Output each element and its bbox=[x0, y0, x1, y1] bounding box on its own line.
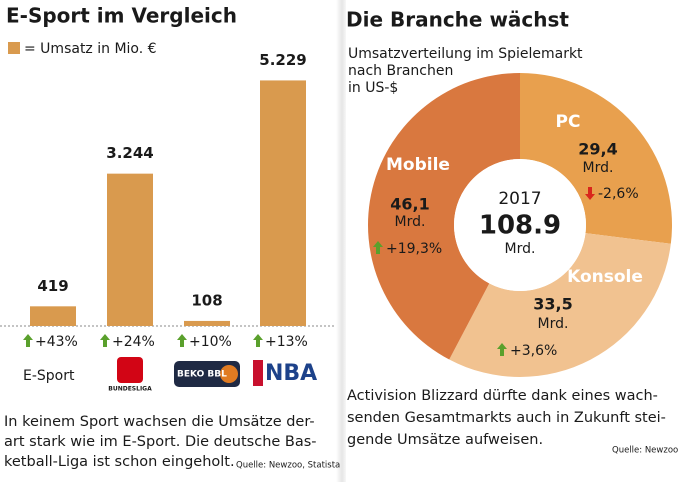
segment-value: 46,1 bbox=[390, 195, 429, 214]
donut-segment bbox=[520, 73, 672, 244]
change-label: +3,6% bbox=[510, 343, 557, 359]
change-label: +10% bbox=[189, 334, 232, 350]
segment-unit: Mrd. bbox=[538, 316, 569, 332]
legend-label: = Umsatz in Mio. € bbox=[24, 41, 157, 57]
center-year: 2017 bbox=[498, 189, 541, 209]
note-line: In keinem Sport wachsen die Umsätze der- bbox=[4, 414, 315, 430]
donut-segment bbox=[368, 73, 520, 360]
center-total: 108.9 bbox=[479, 211, 561, 241]
value-label: 5.229 bbox=[259, 51, 306, 69]
note-line: senden Gesamtmarkts auch in Zukunft stei… bbox=[347, 410, 666, 426]
bar bbox=[30, 306, 76, 326]
subtitle-line: in US-$ bbox=[348, 80, 398, 96]
change-label: +13% bbox=[265, 334, 308, 350]
logo bbox=[117, 357, 143, 383]
logo bbox=[253, 360, 263, 386]
chart-title: Die Branche wächst bbox=[346, 8, 569, 32]
change-label: +19,3% bbox=[386, 241, 442, 257]
arrow-up bbox=[177, 334, 187, 347]
source: Quelle: Newzoo bbox=[612, 446, 678, 456]
note-line: art stark wie im E-Sport. Die deutsche B… bbox=[4, 434, 317, 450]
chart-title: E-Sport im Vergleich bbox=[6, 4, 237, 28]
change-label: -2,6% bbox=[598, 186, 639, 202]
segment-unit: Mrd. bbox=[583, 160, 614, 176]
arrow-down bbox=[585, 187, 595, 200]
segment-name: PC bbox=[556, 112, 581, 132]
logo bbox=[220, 365, 238, 383]
change-label: +43% bbox=[35, 334, 78, 350]
bar bbox=[260, 80, 306, 326]
arrow-up bbox=[100, 334, 110, 347]
center-unit: Mrd. bbox=[505, 241, 536, 257]
category-label: BEKO BBL bbox=[177, 370, 227, 380]
value-label: 108 bbox=[191, 291, 222, 309]
divider bbox=[336, 0, 346, 482]
segment-value: 33,5 bbox=[533, 295, 572, 314]
source: Quelle: Newzoo, Statista bbox=[236, 461, 340, 471]
note-line: Activision Blizzard dürfte dank eines wa… bbox=[347, 388, 658, 404]
subtitle-line: nach Branchen bbox=[348, 63, 453, 79]
arrow-up bbox=[253, 334, 263, 347]
value-label: 419 bbox=[37, 277, 68, 295]
segment-name: Konsole bbox=[567, 267, 643, 287]
subtitle-line: Umsatzverteilung im Spielemarkt bbox=[348, 46, 583, 62]
arrow-up bbox=[23, 334, 33, 347]
donut-hole bbox=[454, 159, 586, 291]
category-label: BUNDESLIGA bbox=[108, 386, 152, 393]
note-line: ketball-Liga ist schon eingeholt. bbox=[4, 454, 235, 470]
note-line: gende Umsätze aufweisen. bbox=[347, 432, 543, 448]
legend-swatch bbox=[8, 42, 20, 54]
segment-unit: Mrd. bbox=[395, 214, 426, 230]
change-label: +24% bbox=[112, 334, 155, 350]
donut-segment bbox=[449, 233, 671, 377]
arrow-up bbox=[497, 343, 507, 356]
bar bbox=[107, 173, 153, 326]
segment-value: 29,4 bbox=[578, 140, 617, 159]
segment-name: Mobile bbox=[386, 155, 450, 175]
bar bbox=[184, 320, 230, 326]
arrow-up bbox=[373, 241, 383, 254]
value-label: 3.244 bbox=[106, 144, 153, 162]
category-label: NBA bbox=[265, 361, 317, 386]
category-label: E-Sport bbox=[23, 368, 75, 384]
